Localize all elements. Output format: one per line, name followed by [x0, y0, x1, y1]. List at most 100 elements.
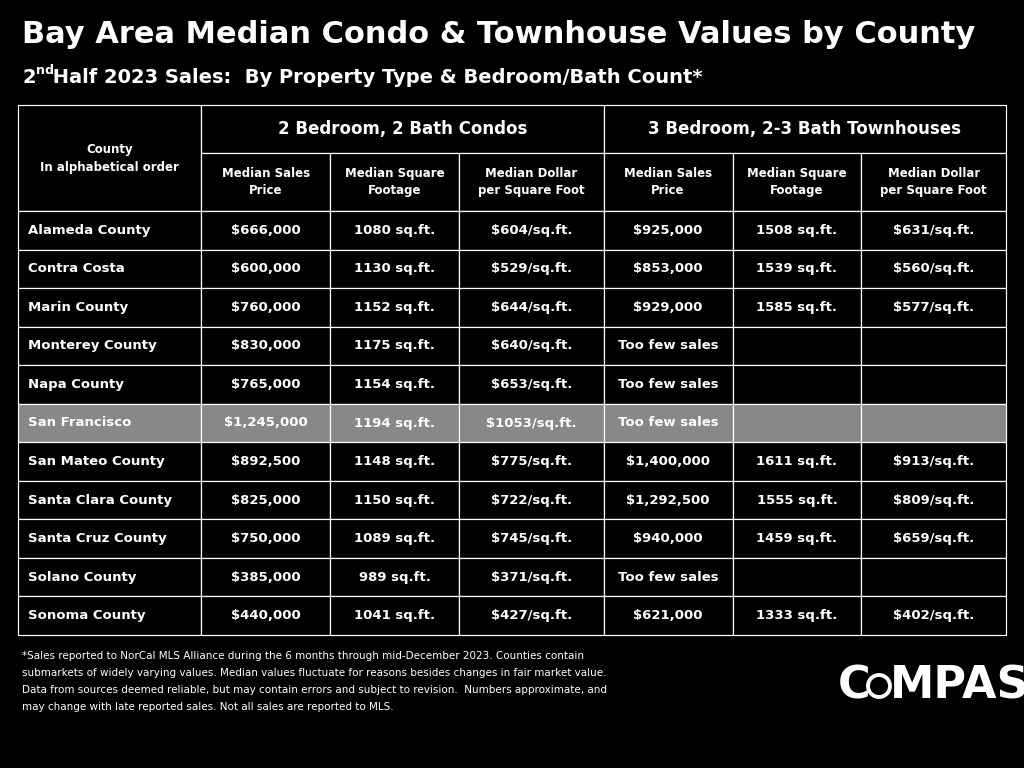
- Text: 3 Bedroom, 2-3 Bath Townhouses: 3 Bedroom, 2-3 Bath Townhouses: [648, 120, 962, 138]
- Bar: [861, 558, 1006, 597]
- Bar: [861, 250, 1006, 288]
- Bar: [732, 558, 861, 597]
- Bar: [330, 481, 459, 519]
- Bar: [330, 288, 459, 326]
- Bar: [459, 597, 604, 635]
- Bar: [330, 211, 459, 250]
- Bar: [330, 365, 459, 404]
- Bar: [18, 105, 202, 211]
- Bar: [732, 288, 861, 326]
- Text: $666,000: $666,000: [230, 223, 301, 237]
- Bar: [330, 442, 459, 481]
- Text: MPASS: MPASS: [890, 664, 1024, 707]
- Bar: [604, 519, 732, 558]
- Bar: [18, 288, 202, 326]
- Text: $925,000: $925,000: [634, 223, 702, 237]
- Bar: [459, 442, 604, 481]
- Bar: [459, 288, 604, 326]
- Bar: [202, 211, 330, 250]
- Bar: [861, 597, 1006, 635]
- Bar: [18, 558, 202, 597]
- Bar: [18, 211, 202, 250]
- Text: 989 sq.ft.: 989 sq.ft.: [358, 571, 431, 584]
- Bar: [604, 481, 732, 519]
- Bar: [861, 365, 1006, 404]
- Text: $659/sq.ft.: $659/sq.ft.: [893, 532, 974, 545]
- Bar: [604, 288, 732, 326]
- Bar: [202, 442, 330, 481]
- Bar: [732, 326, 861, 365]
- Bar: [604, 250, 732, 288]
- Bar: [330, 519, 459, 558]
- Bar: [18, 481, 202, 519]
- Bar: [202, 481, 330, 519]
- Bar: [330, 250, 459, 288]
- Bar: [18, 288, 202, 326]
- Text: nd: nd: [36, 64, 54, 77]
- Bar: [732, 250, 861, 288]
- Bar: [202, 481, 330, 519]
- Text: Bay Area Median Condo & Townhouse Values by County: Bay Area Median Condo & Townhouse Values…: [22, 20, 976, 49]
- Text: 1585 sq.ft.: 1585 sq.ft.: [757, 301, 838, 314]
- Bar: [604, 105, 1006, 153]
- Bar: [18, 597, 202, 635]
- Bar: [604, 153, 732, 211]
- Bar: [604, 597, 732, 635]
- Bar: [202, 288, 330, 326]
- Bar: [202, 404, 330, 442]
- Bar: [330, 288, 459, 326]
- Bar: [732, 153, 861, 211]
- Bar: [604, 481, 732, 519]
- Text: Santa Clara County: Santa Clara County: [28, 494, 172, 507]
- Bar: [202, 326, 330, 365]
- Text: $809/sq.ft.: $809/sq.ft.: [893, 494, 975, 507]
- Bar: [604, 153, 732, 211]
- Bar: [604, 326, 732, 365]
- Bar: [202, 211, 330, 250]
- Text: $604/sq.ft.: $604/sq.ft.: [490, 223, 572, 237]
- Bar: [459, 211, 604, 250]
- Text: $760,000: $760,000: [231, 301, 301, 314]
- Text: Median Square
Footage: Median Square Footage: [345, 167, 444, 197]
- Bar: [732, 404, 861, 442]
- Bar: [732, 211, 861, 250]
- Bar: [604, 558, 732, 597]
- Text: $560/sq.ft.: $560/sq.ft.: [893, 263, 975, 275]
- Bar: [459, 288, 604, 326]
- Bar: [732, 404, 861, 442]
- Bar: [604, 597, 732, 635]
- Bar: [732, 211, 861, 250]
- Text: Too few sales: Too few sales: [617, 378, 719, 391]
- Text: 1333 sq.ft.: 1333 sq.ft.: [757, 609, 838, 622]
- Text: Santa Cruz County: Santa Cruz County: [28, 532, 167, 545]
- Bar: [202, 365, 330, 404]
- Text: 1089 sq.ft.: 1089 sq.ft.: [354, 532, 435, 545]
- Bar: [732, 519, 861, 558]
- Bar: [202, 105, 604, 153]
- Text: 1148 sq.ft.: 1148 sq.ft.: [354, 455, 435, 468]
- Bar: [18, 519, 202, 558]
- Text: Sonoma County: Sonoma County: [28, 609, 145, 622]
- Bar: [459, 558, 604, 597]
- Text: $825,000: $825,000: [231, 494, 300, 507]
- Bar: [861, 153, 1006, 211]
- Bar: [861, 404, 1006, 442]
- Bar: [330, 153, 459, 211]
- Text: $940,000: $940,000: [633, 532, 702, 545]
- Text: $529/sq.ft.: $529/sq.ft.: [490, 263, 572, 275]
- Bar: [861, 481, 1006, 519]
- Bar: [330, 597, 459, 635]
- Bar: [330, 326, 459, 365]
- Bar: [18, 597, 202, 635]
- Text: $722/sq.ft.: $722/sq.ft.: [490, 494, 572, 507]
- Text: $427/sq.ft.: $427/sq.ft.: [490, 609, 572, 622]
- Bar: [861, 250, 1006, 288]
- Bar: [330, 481, 459, 519]
- Text: $830,000: $830,000: [230, 339, 301, 353]
- Bar: [18, 481, 202, 519]
- Text: Too few sales: Too few sales: [617, 416, 719, 429]
- Bar: [202, 365, 330, 404]
- Bar: [459, 365, 604, 404]
- Text: $644/sq.ft.: $644/sq.ft.: [490, 301, 572, 314]
- Bar: [202, 597, 330, 635]
